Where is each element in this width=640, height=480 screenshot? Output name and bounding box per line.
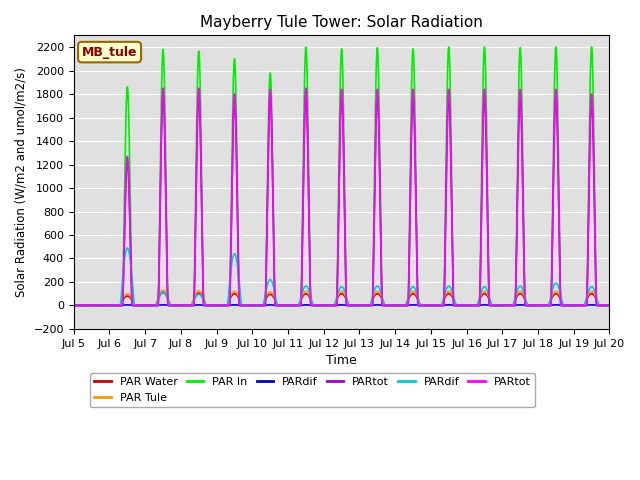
PAR In <box>432 302 440 308</box>
PAR Tule <box>605 302 612 308</box>
PARtot <box>166 302 174 308</box>
Y-axis label: Solar Radiation (W/m2 and umol/m2/s): Solar Radiation (W/m2 and umol/m2/s) <box>15 67 28 297</box>
X-axis label: Time: Time <box>326 354 357 367</box>
PARtot <box>605 302 613 308</box>
PARtot <box>605 302 612 308</box>
Line: PARtot: PARtot <box>74 95 609 305</box>
PARdif <box>124 245 131 251</box>
PAR In <box>166 302 174 308</box>
PAR Tule <box>605 302 613 308</box>
PAR Tule <box>70 302 77 308</box>
PARtot <box>322 302 330 308</box>
PAR In <box>605 302 613 308</box>
PARtot <box>70 302 77 308</box>
PAR Tule <box>322 302 330 308</box>
PAR In <box>461 302 469 308</box>
PAR In <box>588 44 595 50</box>
PAR Water <box>322 302 330 308</box>
PAR In <box>492 302 500 308</box>
PAR Tule <box>492 302 500 308</box>
PARdif <box>605 302 613 308</box>
PARtot <box>70 302 77 308</box>
PARtot <box>605 302 612 308</box>
PARdif <box>321 302 329 308</box>
PARdif <box>605 302 613 308</box>
PARtot <box>461 302 469 308</box>
PARdif <box>461 302 469 308</box>
PAR Water <box>70 302 77 308</box>
PARtot <box>166 302 174 308</box>
PARtot <box>432 302 440 308</box>
Line: PAR In: PAR In <box>74 47 609 305</box>
Line: PAR Water: PAR Water <box>74 292 609 305</box>
PARdif <box>492 302 500 308</box>
PAR Water <box>492 302 500 308</box>
PARtot <box>159 85 167 91</box>
PARdif <box>432 302 440 308</box>
PARdif <box>166 302 174 308</box>
PAR Water <box>605 302 613 308</box>
PARdif <box>70 302 77 308</box>
PARdif <box>461 302 469 308</box>
PARtot <box>605 302 613 308</box>
PARdif <box>70 302 77 308</box>
Line: PARtot: PARtot <box>74 88 609 305</box>
PAR In <box>605 302 612 308</box>
PAR Water <box>461 302 469 308</box>
PAR Water <box>159 289 167 295</box>
PAR In <box>321 302 329 308</box>
Text: MB_tule: MB_tule <box>82 46 138 59</box>
PAR Tule <box>432 302 440 308</box>
PARtot <box>159 92 167 97</box>
PARtot <box>492 302 500 308</box>
PARdif <box>322 302 330 308</box>
PARdif <box>605 302 612 308</box>
PAR Water <box>432 302 440 308</box>
PARtot <box>322 302 330 308</box>
Title: Mayberry Tule Tower: Solar Radiation: Mayberry Tule Tower: Solar Radiation <box>200 15 483 30</box>
PAR Water <box>605 302 612 308</box>
Line: PARdif: PARdif <box>74 248 609 305</box>
PARdif <box>605 302 612 308</box>
PAR Tule <box>461 302 469 308</box>
PARdif <box>492 302 500 308</box>
Legend: PAR Water, PAR Tule, PAR In, PARdif, PARtot, PARdif, PARtot: PAR Water, PAR Tule, PAR In, PARdif, PAR… <box>90 372 535 407</box>
PAR Tule <box>159 288 167 293</box>
PARtot <box>432 302 440 308</box>
PARdif <box>432 302 440 308</box>
PARdif <box>588 302 595 308</box>
PAR Tule <box>166 302 174 308</box>
PARtot <box>461 302 469 308</box>
PARtot <box>492 302 500 308</box>
PAR Water <box>166 302 174 308</box>
Line: PAR Tule: PAR Tule <box>74 290 609 305</box>
PARdif <box>166 302 174 308</box>
PAR In <box>70 302 77 308</box>
